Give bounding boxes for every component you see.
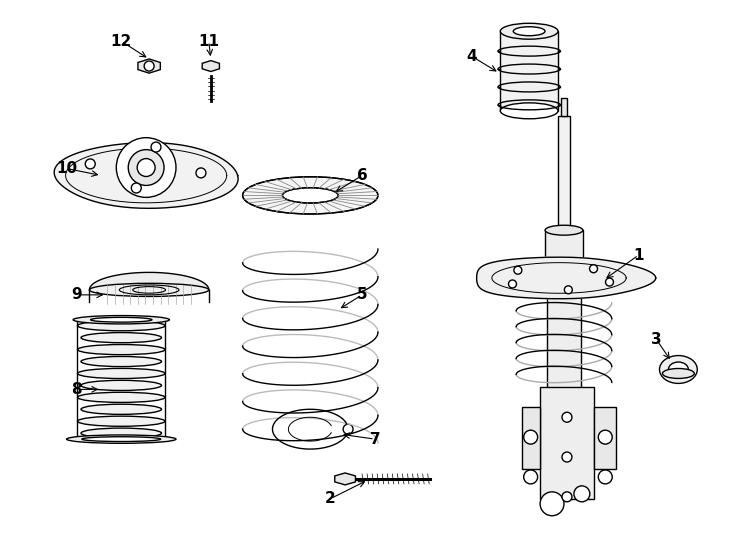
Circle shape	[574, 486, 590, 502]
FancyBboxPatch shape	[501, 31, 558, 111]
Circle shape	[116, 138, 176, 198]
Ellipse shape	[81, 404, 161, 414]
Circle shape	[562, 452, 572, 462]
Polygon shape	[54, 143, 238, 208]
Circle shape	[564, 286, 573, 294]
Circle shape	[606, 278, 614, 286]
Circle shape	[137, 159, 155, 177]
Text: 10: 10	[56, 161, 77, 176]
Circle shape	[343, 424, 353, 434]
Ellipse shape	[90, 284, 208, 296]
Ellipse shape	[78, 392, 165, 402]
Ellipse shape	[663, 368, 694, 379]
Polygon shape	[138, 59, 160, 73]
Text: 12: 12	[111, 33, 132, 49]
Circle shape	[144, 61, 154, 71]
Ellipse shape	[81, 356, 161, 367]
Circle shape	[598, 470, 612, 484]
Ellipse shape	[545, 225, 583, 235]
Circle shape	[85, 159, 95, 169]
Circle shape	[540, 492, 564, 516]
Ellipse shape	[78, 321, 165, 331]
Circle shape	[514, 266, 522, 274]
Circle shape	[589, 265, 597, 273]
Ellipse shape	[659, 355, 697, 383]
Text: 1: 1	[633, 247, 644, 262]
Ellipse shape	[78, 416, 165, 426]
Circle shape	[562, 412, 572, 422]
Ellipse shape	[73, 315, 170, 324]
Ellipse shape	[545, 270, 583, 280]
Circle shape	[151, 142, 161, 152]
Text: 2: 2	[325, 491, 335, 507]
Circle shape	[523, 470, 537, 484]
Ellipse shape	[81, 428, 161, 438]
Ellipse shape	[82, 437, 161, 442]
Ellipse shape	[78, 345, 165, 355]
Circle shape	[562, 492, 572, 502]
Circle shape	[131, 183, 141, 193]
Ellipse shape	[81, 380, 161, 390]
Text: 6: 6	[357, 168, 368, 183]
FancyBboxPatch shape	[522, 407, 539, 469]
Text: 4: 4	[466, 49, 477, 64]
Text: 7: 7	[370, 431, 380, 447]
Text: 5: 5	[357, 287, 367, 302]
FancyBboxPatch shape	[547, 288, 581, 389]
Ellipse shape	[283, 188, 338, 203]
FancyBboxPatch shape	[539, 387, 595, 499]
Circle shape	[523, 430, 537, 444]
Ellipse shape	[90, 318, 152, 322]
Circle shape	[196, 168, 206, 178]
Polygon shape	[335, 473, 355, 485]
Ellipse shape	[547, 284, 581, 292]
Ellipse shape	[78, 368, 165, 379]
Ellipse shape	[81, 333, 161, 343]
Ellipse shape	[243, 177, 378, 214]
Ellipse shape	[669, 362, 688, 377]
Polygon shape	[202, 60, 219, 71]
FancyBboxPatch shape	[545, 230, 583, 275]
Ellipse shape	[501, 23, 558, 39]
Circle shape	[128, 150, 164, 185]
Ellipse shape	[513, 27, 545, 36]
Ellipse shape	[67, 435, 176, 443]
FancyBboxPatch shape	[595, 407, 617, 469]
Polygon shape	[476, 257, 655, 299]
FancyBboxPatch shape	[561, 98, 567, 116]
Circle shape	[509, 280, 517, 288]
Text: 11: 11	[198, 33, 219, 49]
Text: 3: 3	[651, 332, 662, 347]
FancyBboxPatch shape	[558, 116, 570, 230]
Ellipse shape	[501, 103, 558, 119]
Text: 9: 9	[71, 287, 81, 302]
Text: 8: 8	[71, 382, 81, 397]
Circle shape	[598, 430, 612, 444]
